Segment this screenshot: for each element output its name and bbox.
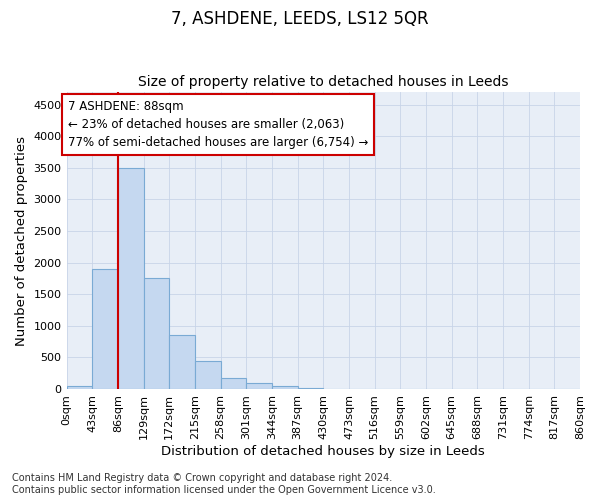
- Bar: [169, 334, 195, 389]
- Bar: [67, 386, 92, 389]
- Text: 7 ASHDENE: 88sqm
← 23% of detached houses are smaller (2,063)
77% of semi-detach: 7 ASHDENE: 88sqm ← 23% of detached house…: [68, 100, 368, 148]
- Y-axis label: Number of detached properties: Number of detached properties: [15, 136, 28, 346]
- Bar: [272, 386, 298, 389]
- Bar: [195, 360, 221, 389]
- Bar: [221, 378, 246, 389]
- Bar: [298, 388, 323, 389]
- X-axis label: Distribution of detached houses by size in Leeds: Distribution of detached houses by size …: [161, 444, 485, 458]
- Bar: [246, 384, 272, 389]
- Title: Size of property relative to detached houses in Leeds: Size of property relative to detached ho…: [138, 76, 509, 90]
- Text: Contains HM Land Registry data © Crown copyright and database right 2024.
Contai: Contains HM Land Registry data © Crown c…: [12, 474, 436, 495]
- Bar: [118, 168, 143, 389]
- Bar: [92, 269, 118, 389]
- Text: 7, ASHDENE, LEEDS, LS12 5QR: 7, ASHDENE, LEEDS, LS12 5QR: [171, 10, 429, 28]
- Bar: [143, 278, 169, 389]
